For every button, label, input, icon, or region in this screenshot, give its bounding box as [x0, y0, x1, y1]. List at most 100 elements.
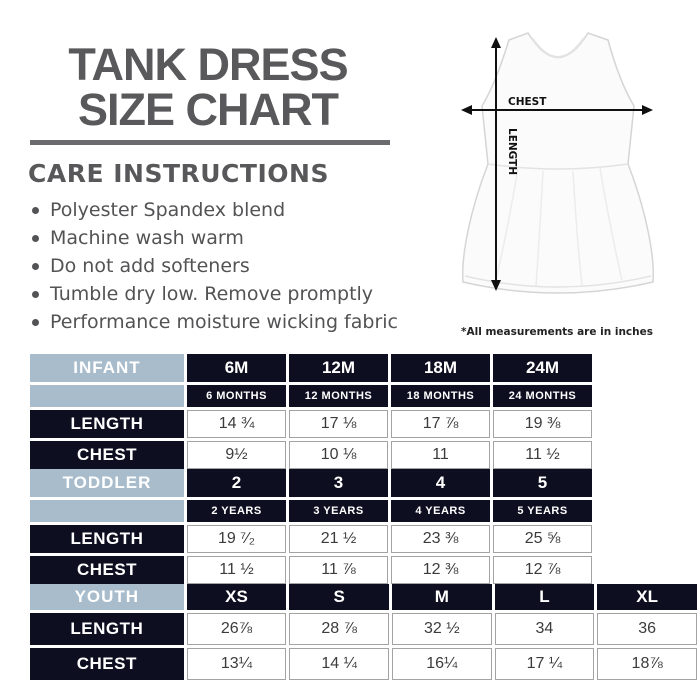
measurement-value: 11 — [391, 441, 490, 469]
page-title: TANK DRESS SIZE CHART — [22, 42, 394, 132]
measurement-value: 19 ⁷⁄₂ — [187, 525, 286, 553]
length-arrow — [491, 37, 501, 291]
size-header: L — [494, 584, 595, 610]
size-header: 5 — [493, 469, 592, 497]
table-row: LENGTH 19 ⁷⁄₂ 21 ½ 23 ⅜ 25 ⅝ — [30, 525, 592, 553]
measurement-value: 14 ¼ — [289, 648, 389, 680]
measurement-value: 12 ⅜ — [391, 556, 490, 584]
page-title-line1: TANK DRESS — [68, 39, 348, 90]
measurement-value: 34 — [494, 613, 595, 645]
measurement-value: 19 ⅜ — [493, 410, 592, 438]
size-subheader: 24 MONTHS — [493, 385, 592, 407]
waist-seam — [487, 163, 629, 170]
table-row: LENGTH 14 ¾ 17 ⅛ 17 ⅞ 19 ⅜ — [30, 410, 592, 438]
size-header: 2 — [187, 469, 286, 497]
measurement-value: 14 ¾ — [187, 410, 286, 438]
size-subheader: 2 YEARS — [187, 500, 286, 522]
size-header: 18M — [391, 354, 490, 382]
chest-label: CHEST — [508, 96, 547, 108]
care-item-text: Machine wash warm — [50, 227, 244, 249]
measurement-value: 11 ½ — [187, 556, 286, 584]
row-label-length: LENGTH — [30, 525, 184, 553]
measurement-value: 10 ⅛ — [289, 441, 388, 469]
size-header: 12M — [289, 354, 388, 382]
skirt-folds — [495, 167, 623, 287]
tank-dress-illustration: CHEST LENGTH — [461, 32, 655, 294]
table-row: 2 YEARS 3 YEARS 4 YEARS 5 YEARS — [30, 500, 592, 522]
size-subheader: 4 YEARS — [391, 500, 490, 522]
row-label-length: LENGTH — [30, 613, 184, 645]
bullet-dot-icon — [32, 234, 39, 242]
care-item: Tumble dry low. Remove promptly — [32, 280, 432, 308]
care-instructions-heading: CARE INSTRUCTIONS — [28, 159, 329, 188]
size-header: S — [289, 584, 389, 610]
measurement-value: 28 ⅞ — [289, 613, 389, 645]
dress-measurement-diagram: CHEST LENGTH — [448, 18, 666, 322]
title-divider — [30, 140, 390, 145]
care-item: Do not add softeners — [32, 252, 432, 280]
size-header: 4 — [391, 469, 490, 497]
section-subheader-spacer — [30, 385, 184, 407]
care-item-text: Performance moisture wicking fabric — [50, 311, 398, 333]
chest-arrow — [461, 105, 653, 115]
table-row: LENGTH 26⅞ 28 ⅞ 32 ½ 34 36 — [30, 613, 697, 645]
row-label-chest: CHEST — [30, 441, 184, 469]
bullet-dot-icon — [32, 290, 39, 298]
section-subheader-spacer — [30, 500, 184, 522]
measurement-value: 17 ⅛ — [289, 410, 388, 438]
measurement-value: 16¼ — [391, 648, 492, 680]
table-row: INFANT 6M 12M 18M 24M — [30, 354, 592, 382]
measurement-value: 25 ⅝ — [493, 525, 592, 553]
care-item: Machine wash warm — [32, 224, 432, 252]
size-subheader: 5 YEARS — [493, 500, 592, 522]
table-row: CHEST 13¼ 14 ¼ 16¼ 17 ¼ 18⅞ — [30, 648, 697, 680]
section-header-infant: INFANT — [30, 354, 184, 382]
size-subheader: 3 YEARS — [289, 500, 388, 522]
size-subheader: 18 MONTHS — [391, 385, 490, 407]
row-label-chest: CHEST — [30, 648, 184, 680]
size-header: M — [391, 584, 492, 610]
care-item-text: Do not add softeners — [50, 255, 250, 277]
dress-silhouette — [461, 32, 655, 294]
toddler-size-table: TODDLER 2 3 4 5 2 YEARS 3 YEARS 4 YEARS … — [27, 466, 595, 587]
measurement-value: 18⅞ — [597, 648, 697, 680]
size-subheader: 12 MONTHS — [289, 385, 388, 407]
measurement-value: 13¼ — [186, 648, 287, 680]
table-row: YOUTH XS S M L XL — [30, 584, 697, 610]
hem-band — [464, 275, 652, 288]
row-label-chest: CHEST — [30, 556, 184, 584]
measurement-value: 21 ½ — [289, 525, 388, 553]
measurement-value: 9½ — [187, 441, 286, 469]
table-row: 6 MONTHS 12 MONTHS 18 MONTHS 24 MONTHS — [30, 385, 592, 407]
page-title-line2: SIZE CHART — [78, 84, 339, 135]
measurement-value: 11 ⅞ — [289, 556, 388, 584]
size-header: XL — [597, 584, 697, 610]
measurement-value: 17 ⅞ — [391, 410, 490, 438]
care-item-text: Tumble dry low. Remove promptly — [50, 283, 374, 305]
measurement-value: 12 ⅞ — [493, 556, 592, 584]
care-item: Polyester Spandex blend — [32, 196, 432, 224]
measurements-footnote: *All measurements are in inches — [460, 326, 654, 338]
measurement-value: 36 — [597, 613, 697, 645]
measurement-value: 11 ½ — [493, 441, 592, 469]
neckline-trim — [531, 37, 585, 58]
measurement-value: 23 ⅜ — [391, 525, 490, 553]
size-subheader: 6 MONTHS — [187, 385, 286, 407]
youth-size-table: YOUTH XS S M L XL LENGTH 26⅞ 28 ⅞ 32 ½ 3… — [27, 581, 700, 683]
measurement-value: 17 ¼ — [494, 648, 595, 680]
table-row: CHEST 11 ½ 11 ⅞ 12 ⅜ 12 ⅞ — [30, 556, 592, 584]
table-row: CHEST 9½ 10 ⅛ 11 11 ½ — [30, 441, 592, 469]
size-header: XS — [186, 584, 287, 610]
infant-size-table: INFANT 6M 12M 18M 24M 6 MONTHS 12 MONTHS… — [27, 351, 595, 472]
size-header: 6M — [187, 354, 286, 382]
length-label: LENGTH — [506, 128, 518, 175]
care-item-text: Polyester Spandex blend — [50, 199, 286, 221]
measurement-value: 32 ½ — [391, 613, 492, 645]
table-row: TODDLER 2 3 4 5 — [30, 469, 592, 497]
care-instructions-list: Polyester Spandex blend Machine wash war… — [32, 196, 432, 336]
care-item: Performance moisture wicking fabric — [32, 308, 432, 336]
section-header-toddler: TODDLER — [30, 469, 184, 497]
bullet-dot-icon — [32, 262, 39, 270]
bullet-dot-icon — [32, 318, 39, 326]
